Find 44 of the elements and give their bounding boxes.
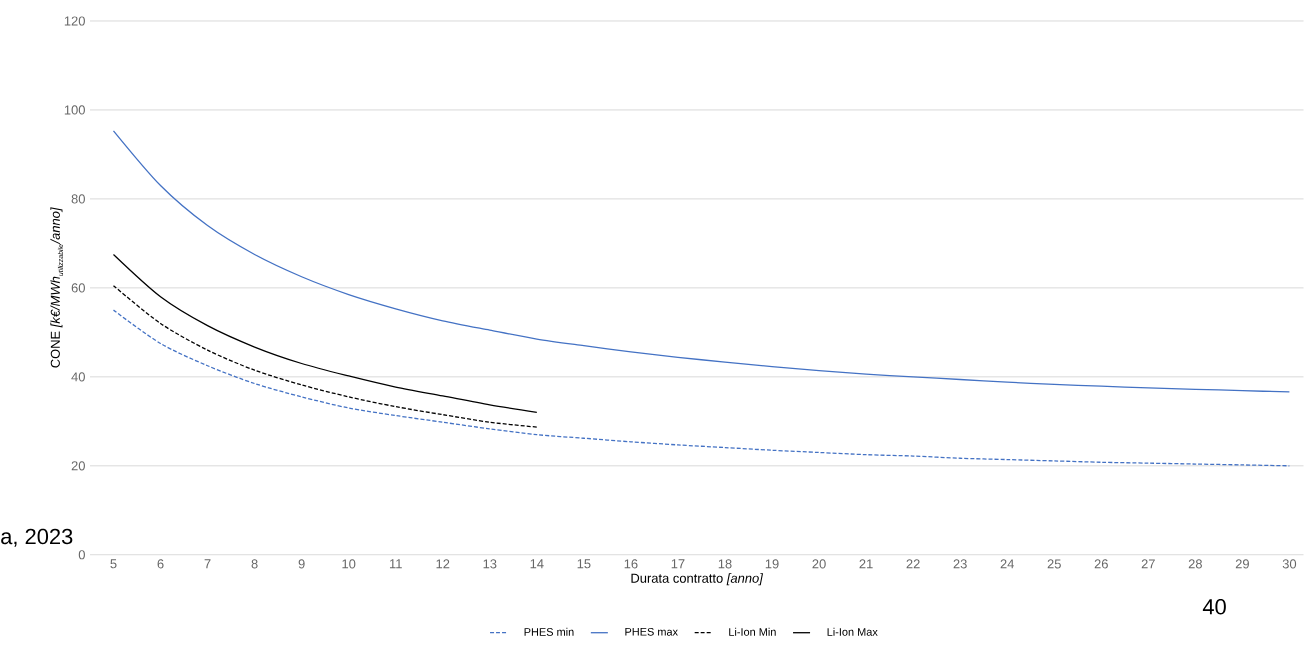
x-tick-label: 9 [298, 559, 305, 569]
x-tick-label: 21 [859, 559, 873, 569]
y-tick-label: 40 [71, 372, 85, 382]
x-tick-label: 6 [157, 559, 164, 569]
y-tick-label: 60 [71, 283, 85, 293]
y-tick-label: 20 [71, 461, 85, 471]
x-tick-label: 5 [110, 559, 117, 569]
x-tick-label: 12 [436, 559, 450, 569]
text: 40 [1202, 599, 1226, 615]
x-tick-label: 15 [577, 559, 591, 569]
x-tick-label: 27 [1141, 559, 1155, 569]
y-tick-label: 0 [78, 550, 85, 560]
legend-label: PHES min [524, 627, 574, 636]
line-series [112, 253, 538, 414]
x-tick-label: 19 [765, 559, 779, 569]
legend-label: PHES max [625, 628, 678, 636]
x-tick-label: 26 [1094, 559, 1108, 569]
x-axis-title: Durata contratto [anno] [631, 573, 764, 586]
x-tick-label: 22 [906, 559, 920, 569]
x-tick-label: 10 [342, 559, 356, 569]
x-tick-label: 18 [718, 559, 732, 569]
x-tick-label: 30 [1282, 559, 1297, 569]
x-tick-label: 13 [483, 559, 497, 569]
x-tick-label: 24 [1000, 559, 1015, 569]
legend-label: Li-Ion Min [729, 627, 776, 636]
x-tick-label: 28 [1188, 559, 1202, 569]
x-tick-label: 14 [530, 559, 544, 569]
y-tick-label: 100 [64, 105, 85, 115]
legend-label: Li-Ion Max [827, 627, 878, 636]
x-tick-label: 29 [1235, 559, 1249, 569]
y-tick-label: 120 [64, 16, 85, 26]
x-tick-label: 23 [953, 559, 967, 569]
x-tick-label: 25 [1047, 559, 1061, 569]
text: a, 2023 [1, 528, 73, 547]
line-series [112, 285, 538, 428]
line-series [112, 130, 1291, 393]
x-tick-label: 8 [251, 559, 258, 569]
y-axis-title: $\mbox{CONE \itshape [k€/MWh}_{\mbox{\scriptsize\itshape utilizzabile}}\mbox{\itshape /anno]}$ [50, 207, 64, 368]
y-tick-label: 80 [71, 194, 85, 204]
x-tick-label: 7 [204, 559, 211, 569]
x-tick-label: 16 [624, 559, 638, 569]
x-tick-label: 11 [389, 559, 402, 569]
x-tick-label: 17 [671, 559, 685, 569]
x-tick-label: 20 [812, 559, 826, 569]
